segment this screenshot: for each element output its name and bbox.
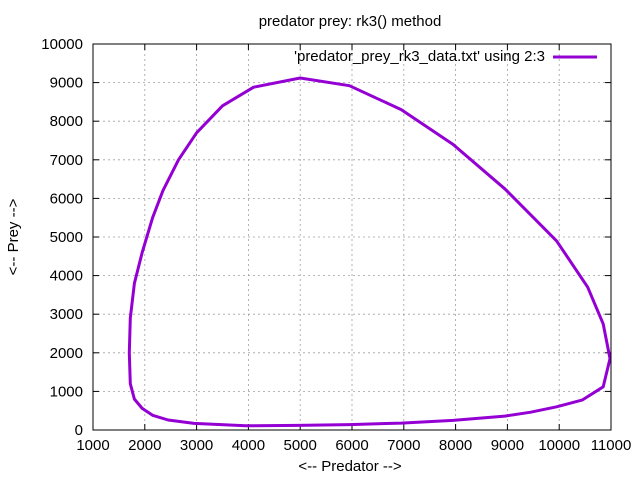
legend: 'predator_prey_rk3_data.txt' using 2:3 <box>294 48 597 65</box>
y-tick-label: 9000 <box>50 75 83 92</box>
plot-frame <box>92 43 612 431</box>
x-tick-label: 3000 <box>180 437 213 454</box>
y-tick-label: 4000 <box>50 268 83 285</box>
series-group <box>127 76 612 428</box>
y-tick-label: 3000 <box>50 306 83 323</box>
y-tick-label: 10000 <box>41 36 83 53</box>
x-tick-label: 8000 <box>439 437 472 454</box>
x-tick-label: 10000 <box>538 437 580 454</box>
y-axis-label: <-- Prey --> <box>5 198 22 275</box>
y-tick-label: 7000 <box>50 152 83 169</box>
x-tick-label: 4000 <box>232 437 265 454</box>
tick-labels: 1000 2000 3000 4000 5000 6000 7000 8000 9000 1000… <box>41 36 631 454</box>
x-axis-label: <-- Predator --> <box>298 458 402 475</box>
grid <box>93 44 611 430</box>
y-tick-label: 8000 <box>50 113 83 130</box>
x-tick-label: 6000 <box>335 437 368 454</box>
x-tick-label: 5000 <box>284 437 317 454</box>
y-tick-label: 6000 <box>50 190 83 207</box>
x-tick-label: 11000 <box>591 437 632 454</box>
y-tick-label: 0 <box>75 422 83 439</box>
chart-title: predator prey: rk3() method <box>259 13 442 30</box>
y-tick-label: 5000 <box>50 229 83 246</box>
x-tick-label: 1000 <box>76 437 109 454</box>
series-line <box>127 76 612 428</box>
x-tick-label: 7000 <box>387 437 420 454</box>
legend-entry-label: 'predator_prey_rk3_data.txt' using 2:3 <box>294 48 545 65</box>
x-tick-label: 2000 <box>128 437 161 454</box>
y-tick-label: 1000 <box>50 383 83 400</box>
y-tick-label: 2000 <box>50 345 83 362</box>
x-tick-label: 9000 <box>491 437 524 454</box>
